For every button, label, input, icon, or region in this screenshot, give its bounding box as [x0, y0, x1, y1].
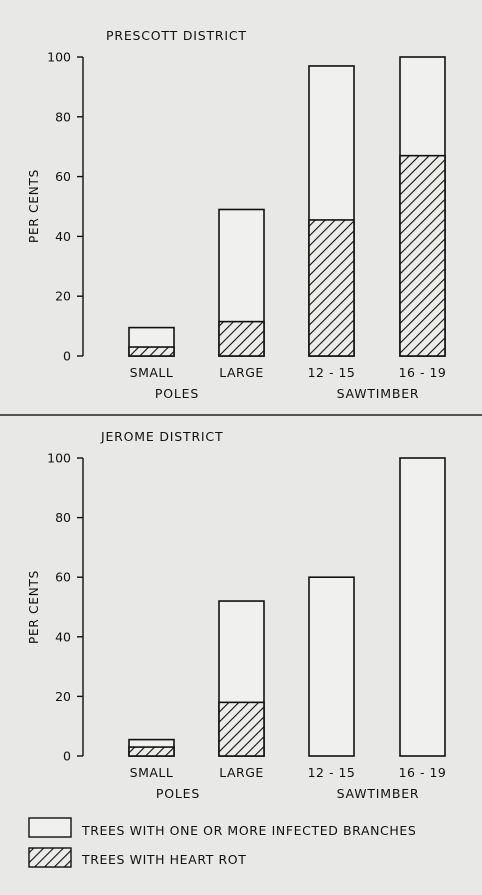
x-tick-label: 16 - 19	[399, 765, 447, 780]
chart-panel-0: PRESCOTT DISTRICT PER CENTS 0 20 40 60 80 100 SM…	[27, 28, 446, 401]
y-tick-label: 100	[47, 451, 71, 466]
x-tick-label: 16 - 19	[399, 365, 447, 380]
bar-infected-branches-3	[399, 457, 446, 757]
legend-label: TREES WITH ONE OR MORE INFECTED BRANCHES	[81, 823, 416, 838]
bar-infected-branches-2	[308, 576, 355, 757]
y-tick-label: 60	[55, 570, 71, 585]
y-tick-label: 20	[55, 689, 71, 704]
x-tick-label: LARGE	[219, 365, 264, 380]
x-group-label: POLES	[156, 786, 200, 801]
y-tick-label: 80	[55, 109, 71, 124]
legend: TREES WITH ONE OR MORE INFECTED BRANCHES…	[28, 817, 416, 868]
y-axis-label: PER CENTS	[27, 169, 41, 243]
y-tick-label: 40	[55, 629, 71, 644]
x-group-label: POLES	[155, 386, 199, 401]
bar-heart-rot-0	[128, 346, 175, 357]
chart-panel-1: JEROME DISTRICT PER CENTS 0 20 40 60 80 100 SMAL…	[27, 429, 446, 801]
x-tick-label: 12 - 15	[308, 765, 356, 780]
x-group-label: SAWTIMBER	[337, 786, 420, 801]
y-tick-label: 20	[55, 289, 71, 304]
bar-heart-rot-1	[218, 701, 265, 757]
x-group-label: SAWTIMBER	[337, 386, 420, 401]
y-tick-label: 100	[47, 50, 71, 65]
bar-heart-rot-0	[128, 746, 175, 757]
y-tick-label: 60	[55, 169, 71, 184]
y-axis-label: PER CENTS	[27, 570, 41, 644]
x-tick-label: LARGE	[219, 765, 264, 780]
legend-swatch-heart-rot	[28, 847, 72, 868]
bar-heart-rot-3	[399, 154, 446, 357]
y-tick-label: 80	[55, 510, 71, 525]
legend-label: TREES WITH HEART ROT	[81, 852, 246, 867]
x-tick-label: 12 - 15	[308, 365, 356, 380]
y-tick-label: 40	[55, 229, 71, 244]
chart-title: JEROME DISTRICT	[100, 429, 223, 444]
x-tick-label: SMALL	[130, 365, 174, 380]
y-tick-label: 0	[63, 749, 71, 764]
x-tick-label: SMALL	[130, 765, 174, 780]
chart-title: PRESCOTT DISTRICT	[106, 28, 247, 43]
bar-heart-rot-2	[308, 219, 355, 357]
legend-swatch-infected-branches	[28, 817, 72, 838]
bar-heart-rot-1	[218, 320, 265, 357]
y-tick-label: 0	[63, 349, 71, 364]
